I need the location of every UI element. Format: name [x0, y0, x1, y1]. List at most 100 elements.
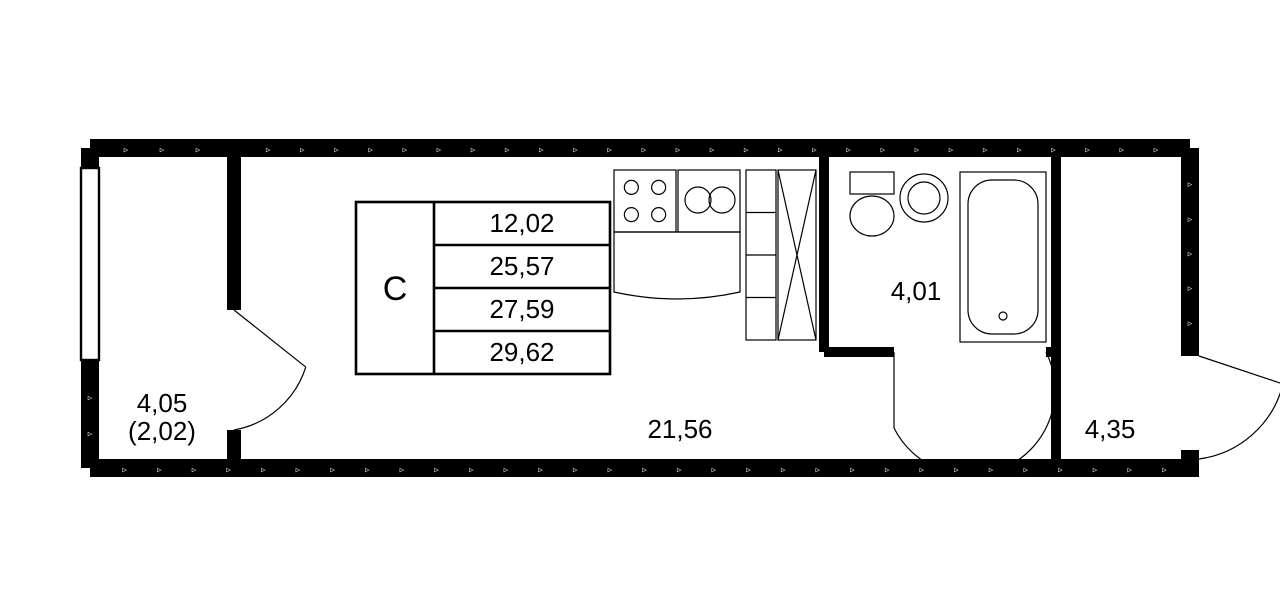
svg-text:▹: ▹ — [850, 465, 855, 475]
wall: ▹ ▹ ▹ ▹ ▹ — [1181, 148, 1199, 356]
svg-text:▹: ▹ — [196, 145, 201, 155]
svg-text:▹: ▹ — [954, 465, 959, 475]
bathtub-icon — [960, 172, 1046, 342]
svg-text:▹: ▹ — [365, 465, 370, 475]
svg-text:▹: ▹ — [744, 145, 749, 155]
area-table-cell: 25,57 — [489, 251, 554, 281]
window — [81, 168, 99, 360]
hall-area-label: 4,35 — [1085, 414, 1136, 444]
svg-text:▹: ▹ — [642, 465, 647, 475]
area-table: С 12,02 25,57 27,59 29,62 — [356, 202, 610, 374]
bath-area-label: 4,01 — [891, 276, 942, 306]
svg-text:▹: ▹ — [261, 465, 266, 475]
svg-text:▹: ▹ — [1127, 465, 1132, 475]
svg-text:▹: ▹ — [505, 145, 510, 155]
wall: ▹ ▹ ▹ — [90, 139, 234, 157]
svg-text:▹: ▹ — [846, 145, 851, 155]
svg-text:▹: ▹ — [710, 145, 715, 155]
area-table-cell: 27,59 — [489, 294, 554, 324]
wall: ▹▹▹▹▹▹▹▹▹▹▹▹▹▹▹▹▹▹▹▹▹▹▹▹▹▹▹ — [234, 139, 1190, 157]
svg-text:▹: ▹ — [1119, 145, 1124, 155]
svg-text:▹: ▹ — [1188, 179, 1193, 189]
svg-text:▹: ▹ — [334, 145, 339, 155]
basin-inner-icon — [908, 182, 940, 214]
area-table-cell: 12,02 — [489, 208, 554, 238]
toilet-tank-icon — [850, 172, 894, 194]
door-leaf — [234, 310, 306, 367]
svg-text:▹: ▹ — [1017, 145, 1022, 155]
svg-text:▹: ▹ — [296, 465, 301, 475]
svg-text:▹: ▹ — [608, 465, 613, 475]
wall — [1181, 450, 1199, 477]
burner-icon — [624, 208, 638, 222]
counter-icon — [614, 232, 740, 299]
floor-plan: ▹▹▹▹▹▹▹▹▹▹▹▹▹▹▹▹▹▹▹▹▹▹▹▹▹▹▹▹▹▹▹▹▹▹▹▹▹▹▹▹… — [0, 0, 1280, 614]
svg-text:▹: ▹ — [88, 429, 93, 439]
toilet-bowl-icon — [850, 196, 894, 236]
svg-text:▹: ▹ — [1188, 283, 1193, 293]
sink-bowl-icon — [685, 187, 711, 213]
wall: ▹▹ — [81, 360, 99, 468]
svg-text:▹: ▹ — [1188, 249, 1193, 259]
svg-text:▹: ▹ — [88, 393, 93, 403]
wall — [81, 148, 99, 168]
svg-text:▹: ▹ — [124, 145, 129, 155]
svg-text:▹: ▹ — [607, 145, 612, 155]
door-arc — [894, 352, 1055, 475]
svg-text:▹: ▹ — [226, 465, 231, 475]
svg-text:▹: ▹ — [880, 145, 885, 155]
svg-text:▹: ▹ — [816, 465, 821, 475]
svg-text:▹: ▹ — [1188, 318, 1193, 328]
svg-text:▹: ▹ — [469, 465, 474, 475]
svg-text:▹: ▹ — [539, 145, 544, 155]
svg-text:▹: ▹ — [641, 145, 646, 155]
svg-text:▹: ▹ — [471, 145, 476, 155]
svg-text:▹: ▹ — [1085, 145, 1090, 155]
svg-text:▹: ▹ — [573, 145, 578, 155]
main-area-label: 21,56 — [647, 414, 712, 444]
svg-text:▹: ▹ — [1051, 145, 1056, 155]
burner-icon — [652, 180, 666, 194]
svg-text:▹: ▹ — [1154, 145, 1159, 155]
door-arc — [1199, 384, 1280, 459]
burner-icon — [624, 180, 638, 194]
svg-text:▹: ▹ — [437, 145, 442, 155]
svg-text:▹: ▹ — [885, 465, 890, 475]
svg-text:▹: ▹ — [1058, 465, 1063, 475]
door-arc — [234, 367, 306, 430]
svg-text:▹: ▹ — [1023, 465, 1028, 475]
unit-type-label: С — [383, 270, 408, 308]
svg-text:▹: ▹ — [402, 145, 407, 155]
svg-text:▹: ▹ — [330, 465, 335, 475]
basin-icon — [900, 174, 948, 222]
svg-text:▹: ▹ — [746, 465, 751, 475]
burner-icon — [652, 208, 666, 222]
balcony-area-reduced-label: (2,02) — [128, 416, 196, 446]
svg-text:▹: ▹ — [192, 465, 197, 475]
svg-text:▹: ▹ — [915, 145, 920, 155]
area-table-cell: 29,62 — [489, 337, 554, 367]
svg-text:▹: ▹ — [676, 145, 681, 155]
svg-text:▹: ▹ — [434, 465, 439, 475]
svg-text:▹: ▹ — [1162, 465, 1167, 475]
svg-text:▹: ▹ — [266, 145, 271, 155]
sink-bowl-icon — [709, 187, 735, 213]
svg-text:▹: ▹ — [504, 465, 509, 475]
svg-text:▹: ▹ — [949, 145, 954, 155]
svg-text:▹: ▹ — [300, 145, 305, 155]
balcony-area-label: 4,05 — [137, 388, 188, 418]
svg-text:▹: ▹ — [400, 465, 405, 475]
svg-text:▹: ▹ — [157, 465, 162, 475]
svg-text:▹: ▹ — [983, 145, 988, 155]
svg-text:▹: ▹ — [677, 465, 682, 475]
svg-text:▹: ▹ — [368, 145, 373, 155]
bathtub-inner-icon — [968, 180, 1038, 334]
svg-text:▹: ▹ — [781, 465, 786, 475]
svg-text:▹: ▹ — [573, 465, 578, 475]
svg-text:▹: ▹ — [122, 465, 127, 475]
svg-text:▹: ▹ — [1188, 214, 1193, 224]
wall: ▹▹▹▹▹▹▹▹▹▹▹▹▹▹▹▹▹▹▹▹▹▹▹▹▹▹▹▹▹▹▹ — [90, 459, 1199, 477]
drain-icon — [999, 312, 1007, 320]
svg-text:▹: ▹ — [160, 145, 165, 155]
stove-icon — [614, 170, 676, 232]
